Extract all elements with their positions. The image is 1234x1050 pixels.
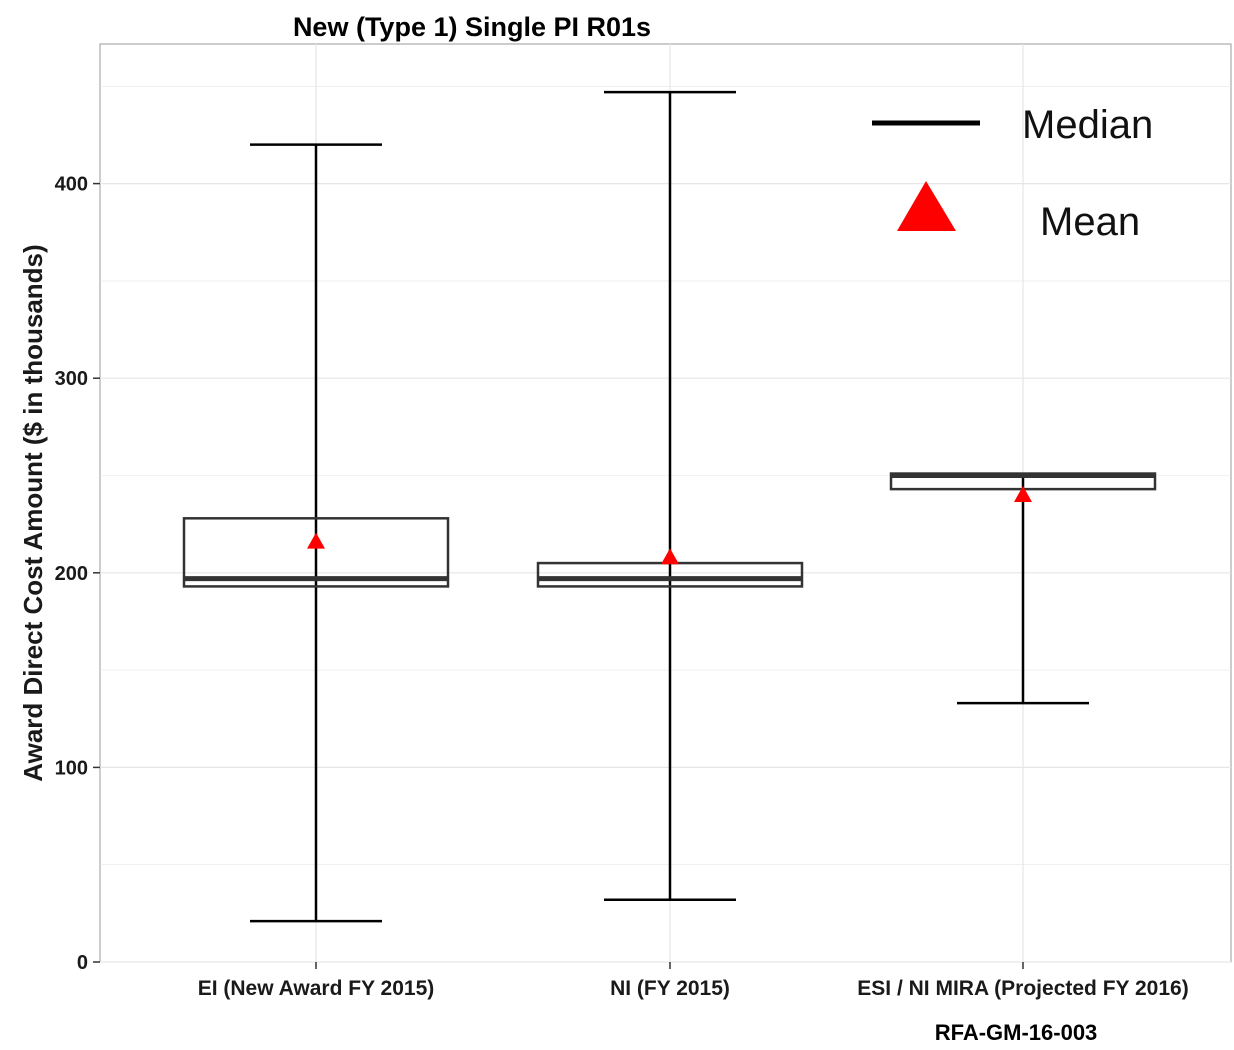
x-axis: EI (New Award FY 2015) NI (FY 2015) ESI / … (198, 962, 1189, 1000)
mean-marker (307, 532, 325, 549)
x-tick-label: EI (New Award FY 2015) (198, 977, 435, 1000)
footnote: RFA-GM-16-003 (935, 1020, 1098, 1045)
y-axis-label: Award Direct Cost Amount ($ in thousands… (18, 244, 48, 781)
y-tick-label: 300 (55, 368, 88, 390)
legend-median-label: Median (1022, 103, 1153, 147)
y-tick-label: 100 (55, 757, 88, 779)
y-axis: 0 100 200 300 400 (55, 174, 100, 974)
x-tick-label: ESI / NI MIRA (Projected FY 2016) (857, 977, 1188, 1000)
box (182, 517, 450, 588)
y-tick-label: 400 (55, 174, 88, 196)
y-tick-label: 0 (77, 952, 88, 974)
boxplots (182, 90, 1157, 923)
mean-marker (1014, 485, 1032, 502)
boxplot-group (536, 90, 804, 901)
plot-panel (99, 43, 1232, 963)
y-tick-label: 200 (55, 563, 88, 585)
legend-mean-label: Mean (1040, 200, 1140, 244)
x-tick-label: NI (FY 2015) (610, 977, 730, 1000)
legend: Median Mean (872, 103, 1153, 244)
legend-mean-swatch (897, 181, 956, 231)
boxplot-group (889, 472, 1157, 705)
chart-title: New (Type 1) Single PI R01s (293, 12, 651, 42)
boxplot-group (182, 143, 450, 923)
mean-marker (661, 548, 679, 565)
